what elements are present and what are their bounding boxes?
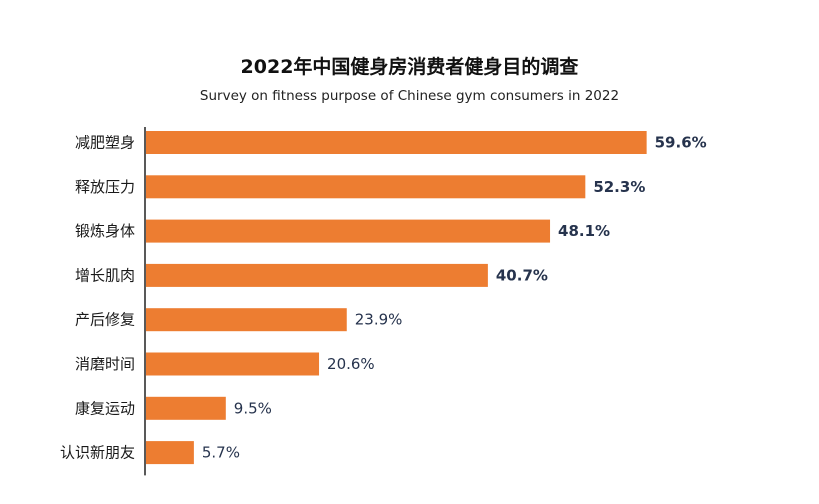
category-label: 增长肌肉 [75,266,135,284]
bar [146,441,194,465]
bar [146,352,320,376]
category-label: 消磨时间 [75,355,135,373]
category-label: 认识新朋友 [60,444,135,462]
category-label: 锻炼身体 [75,222,135,240]
data-label: 23.9% [355,311,403,329]
data-label: 40.7% [496,266,548,284]
category-label: 减肥塑身 [75,134,135,152]
data-label: 20.6% [327,355,375,373]
category-label: 康复运动 [75,399,135,417]
bar [146,308,347,332]
data-label: 5.7% [202,444,240,462]
bar [146,219,551,243]
bar [146,263,488,287]
data-label: 59.6% [655,134,707,152]
data-label: 9.5% [234,399,272,417]
bar [146,175,586,199]
data-label: 48.1% [558,222,610,240]
bar [146,396,226,420]
category-label: 释放压力 [75,178,135,196]
data-label: 52.3% [593,178,645,196]
bar [146,131,647,154]
category-label: 产后修复 [75,311,135,329]
chart-title: 2022年中国健身房消费者健身目的调查 [240,56,579,78]
chart-subtitle: Survey on fitness purpose of Chinese gym… [199,88,620,104]
